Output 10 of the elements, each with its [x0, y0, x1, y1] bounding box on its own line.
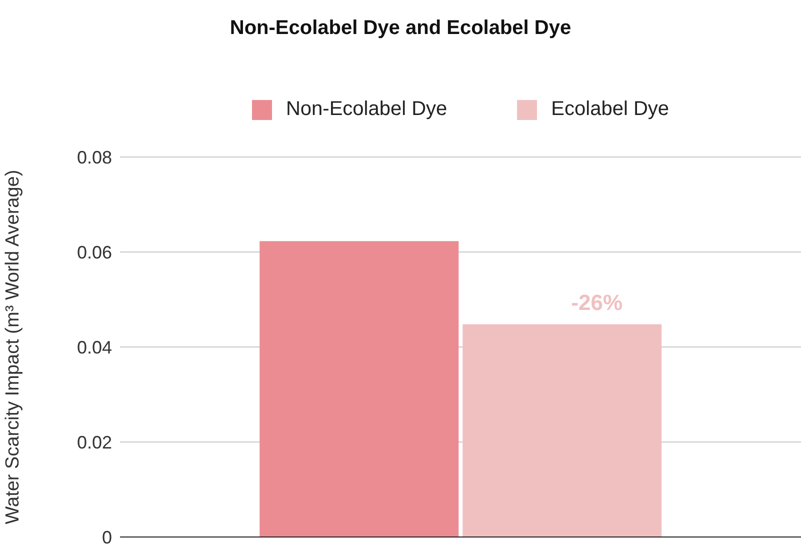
y-tick-label: 0.02	[76, 432, 112, 452]
legend-label: Non-Ecolabel Dye	[286, 98, 448, 121]
chart-title: Non-Ecolabel Dye and Ecolabel Dye	[228, 16, 572, 41]
y-axis-title: Water Scarcity Impact (m³ World Average)	[2, 170, 24, 524]
y-tick-label: 0	[102, 527, 112, 545]
y-tick-label: 0.06	[76, 242, 112, 262]
y-tick-label: 0.04	[76, 337, 112, 358]
annotation: -26%	[571, 290, 623, 316]
legend-label: Ecolabel Dye	[551, 98, 670, 121]
y-tick-label: 0.08	[76, 147, 112, 168]
